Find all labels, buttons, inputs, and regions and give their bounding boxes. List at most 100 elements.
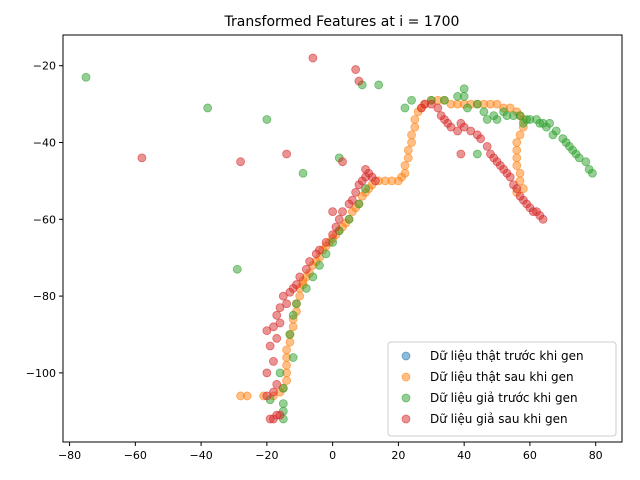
- point-s2-54: [551, 126, 561, 136]
- point-s3-15: [269, 356, 278, 366]
- point-s2-60: [574, 153, 584, 163]
- point-s2-18: [301, 284, 311, 293]
- point-s2-37: [479, 107, 489, 117]
- point-s1-76: [512, 138, 522, 147]
- point-s2-2: [262, 115, 272, 124]
- point-s3-56: [446, 122, 456, 132]
- point-s3-70: [505, 172, 515, 182]
- point-s3-62: [476, 134, 486, 144]
- point-s3-63: [482, 141, 492, 151]
- point-s1-78: [512, 153, 522, 163]
- point-s2-38: [482, 115, 492, 124]
- point-s1-75: [515, 130, 525, 140]
- point-s1-54: [410, 115, 420, 124]
- point-s2-4: [298, 168, 308, 178]
- legend-label-0: Dữ liệu thật trước khi gen: [430, 349, 584, 363]
- point-s1-50: [403, 145, 413, 155]
- point-s3-2: [354, 76, 364, 86]
- point-s1-48: [400, 161, 410, 170]
- y-tick-label-3: −80: [33, 290, 56, 303]
- point-s3-14: [262, 368, 272, 378]
- point-s1-47: [400, 168, 410, 178]
- point-s3-52: [433, 103, 443, 113]
- point-s1-17: [295, 291, 305, 301]
- point-s2-40: [492, 115, 502, 124]
- point-s2-21: [321, 249, 331, 259]
- y-tick-label-2: −60: [33, 213, 56, 226]
- point-s3-18: [262, 326, 272, 336]
- point-s2-19: [308, 272, 318, 282]
- legend-marker-0: [401, 351, 411, 361]
- legend-label-3: Dữ liệu giả sau khi gen: [430, 412, 568, 426]
- legend-marker-3: [401, 414, 411, 424]
- point-s1-81: [515, 176, 525, 186]
- point-s2-34: [463, 103, 472, 113]
- point-s3-36: [334, 214, 344, 224]
- point-s3-11: [262, 391, 272, 401]
- point-s3-28: [295, 272, 305, 282]
- point-s3-5: [282, 149, 292, 159]
- point-s3-4: [236, 157, 245, 167]
- legend-marker-2: [401, 393, 411, 403]
- point-s1-80: [515, 168, 525, 178]
- x-tick-label-8: 80: [589, 449, 603, 462]
- point-s3-32: [315, 245, 324, 255]
- x-tick-label-6: 40: [457, 449, 471, 462]
- point-s3-20: [275, 318, 285, 328]
- x-tick-label-0: −80: [58, 449, 81, 462]
- point-s3-3: [137, 153, 147, 163]
- y-tick-label-0: −20: [33, 60, 56, 73]
- point-s2-14: [288, 353, 298, 362]
- point-s2-27: [400, 103, 410, 113]
- point-s2-44: [515, 111, 525, 121]
- point-s1-10: [282, 345, 292, 355]
- point-s2-16: [288, 310, 298, 320]
- point-s3-13: [272, 380, 282, 389]
- point-s2-35: [472, 99, 482, 109]
- point-s2-24: [344, 214, 354, 224]
- x-tick-label-3: −20: [255, 449, 278, 462]
- point-s2-9: [278, 383, 288, 393]
- point-s2-3: [232, 264, 242, 274]
- point-s3-19: [269, 322, 278, 332]
- point-s3-72: [512, 184, 522, 193]
- point-s1-68: [492, 99, 502, 109]
- point-s3-81: [456, 149, 466, 159]
- point-s2-8: [275, 368, 285, 378]
- point-s2-63: [588, 168, 597, 178]
- point-s3-10: [275, 410, 285, 420]
- point-s3-33: [321, 237, 331, 247]
- x-tick-label-7: 60: [523, 449, 537, 462]
- point-s3-23: [282, 299, 292, 309]
- point-s2-25: [354, 199, 364, 209]
- point-s1-79: [512, 161, 522, 170]
- point-s3-80: [538, 214, 548, 224]
- point-s1-53: [410, 122, 420, 132]
- point-s3-1: [351, 65, 361, 74]
- point-s3-34: [328, 230, 338, 240]
- points-layer: [81, 53, 597, 424]
- point-s3-41: [351, 188, 361, 197]
- x-tick-label-4: 0: [329, 449, 336, 462]
- point-s1-8: [282, 360, 292, 370]
- y-tick-label-4: −100: [26, 367, 56, 380]
- point-s2-32: [459, 92, 469, 101]
- point-s3-60: [466, 126, 476, 136]
- legend-label-2: Dữ liệu giả trước khi gen: [430, 391, 578, 405]
- legend-label-1: Dữ liệu thật sau khi gen: [430, 370, 574, 384]
- x-tick-label-5: 20: [391, 449, 405, 462]
- point-s3-57: [453, 126, 462, 136]
- point-s2-1: [203, 103, 213, 113]
- point-s1-6: [282, 376, 292, 385]
- point-s3-35: [331, 222, 341, 232]
- point-s3-22: [275, 303, 285, 313]
- point-s2-33: [459, 84, 469, 94]
- point-s3-27: [292, 280, 301, 289]
- y-axis: −20 −40 −60 −80 −100: [26, 60, 63, 380]
- point-s2-30: [440, 95, 449, 105]
- point-s3-0: [308, 53, 318, 63]
- point-s3-12: [269, 387, 278, 397]
- chart-title: Transformed Features at i = 1700: [224, 14, 460, 30]
- y-tick-label-1: −40: [33, 137, 56, 150]
